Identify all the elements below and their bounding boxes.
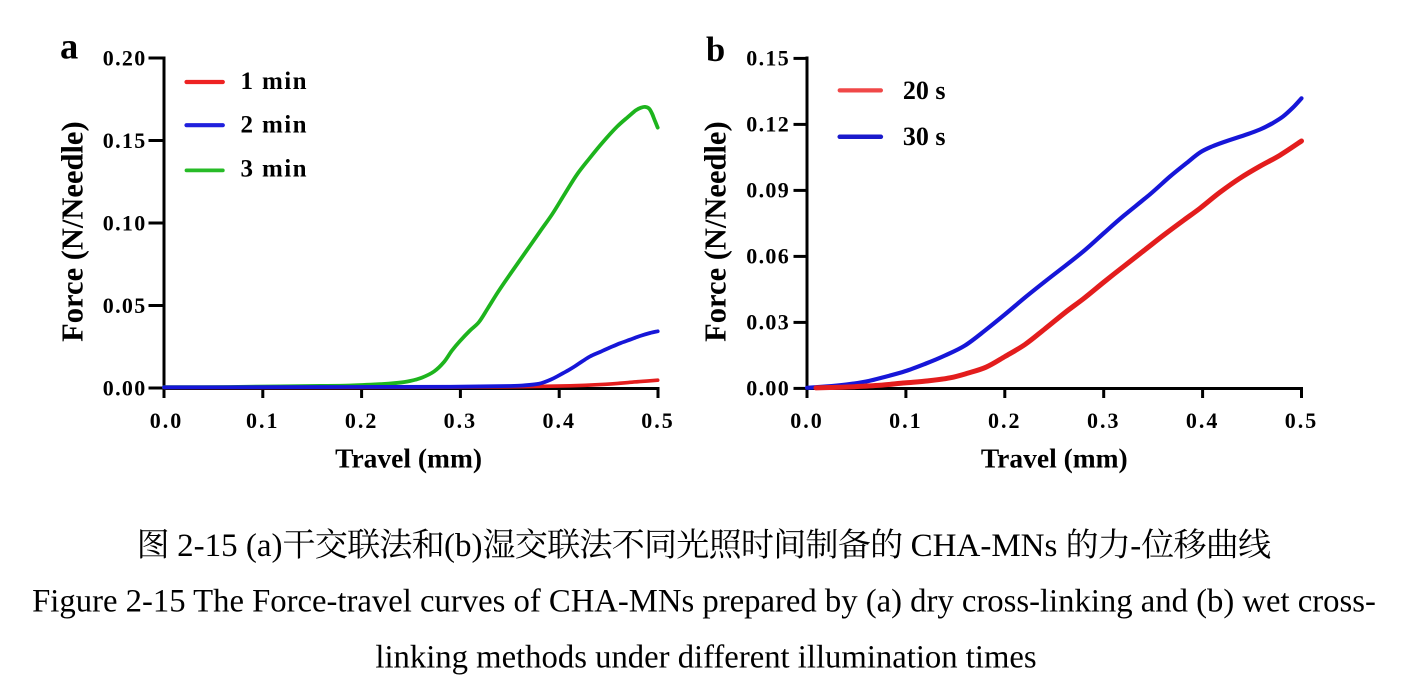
svg-text:2-15 (a): 2-15 (a) (169, 528, 283, 564)
svg-text:0.15: 0.15 (103, 128, 147, 153)
svg-text:0.05: 0.05 (103, 293, 147, 318)
svg-text:0.3: 0.3 (1087, 408, 1121, 433)
svg-text:0.10: 0.10 (103, 210, 147, 235)
svg-text:2 min: 2 min (241, 112, 308, 139)
svg-text:Travel (mm): Travel (mm) (981, 443, 1128, 474)
svg-text:0.00: 0.00 (746, 376, 790, 401)
svg-text:a: a (60, 26, 78, 67)
svg-text:1 min: 1 min (241, 68, 308, 95)
svg-text:20 s: 20 s (903, 76, 946, 105)
svg-text:0.0: 0.0 (150, 408, 184, 433)
svg-text:0.15: 0.15 (746, 46, 790, 71)
svg-text:0.09: 0.09 (746, 178, 790, 203)
svg-text:0.1: 0.1 (889, 408, 923, 433)
svg-text:0.00: 0.00 (103, 375, 147, 400)
svg-text:0.4: 0.4 (1186, 408, 1220, 433)
svg-text:0.5: 0.5 (641, 408, 675, 433)
svg-text:0.1: 0.1 (246, 408, 280, 433)
svg-text:0.12: 0.12 (746, 112, 790, 137)
svg-text:0.4: 0.4 (542, 408, 576, 433)
svg-text:-: - (1130, 528, 1141, 564)
svg-text:0.0: 0.0 (790, 408, 824, 433)
svg-text:30 s: 30 s (903, 122, 946, 151)
svg-text:3 min: 3 min (241, 155, 308, 182)
svg-text:(b): (b) (444, 528, 482, 564)
svg-text:0.20: 0.20 (103, 45, 147, 70)
svg-text:Force (N/Needle): Force (N/Needle) (699, 121, 733, 341)
svg-text:linking methods under differen: linking methods under different illumina… (375, 639, 1036, 675)
svg-text:CHA-MNs: CHA-MNs (902, 528, 1065, 564)
svg-text:Force (N/Needle): Force (N/Needle) (56, 121, 90, 341)
svg-text:0.2: 0.2 (988, 408, 1022, 433)
svg-text:0.2: 0.2 (345, 408, 379, 433)
svg-text:b: b (706, 31, 725, 69)
svg-text:0.5: 0.5 (1285, 408, 1319, 433)
svg-text:Travel (mm): Travel (mm) (335, 443, 482, 474)
svg-text:0.06: 0.06 (746, 244, 790, 269)
svg-text:Figure 2-15 The Force-travel c: Figure 2-15 The Force-travel curves of C… (32, 583, 1376, 619)
svg-text:0.03: 0.03 (746, 310, 790, 335)
svg-text:0.3: 0.3 (444, 408, 478, 433)
